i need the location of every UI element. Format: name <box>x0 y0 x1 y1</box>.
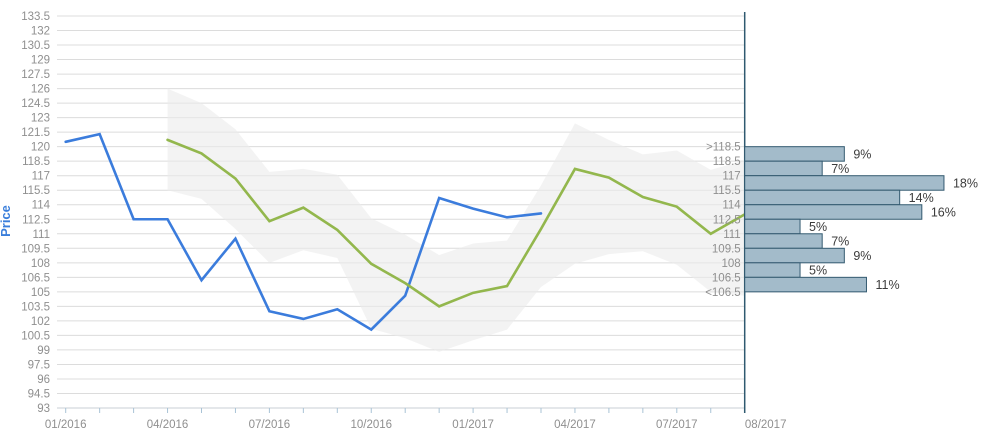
y-axis-tick-label: 108 <box>31 258 50 270</box>
probability-bars[interactable]: 9% 7% 18% 14%16% 5% 7% 9% 5% 11% <box>744 146 978 293</box>
y-axis-tick-label: 120 <box>31 142 50 154</box>
probability-bar-label: 5% <box>809 220 827 234</box>
price-bin-label: <106.5 <box>705 287 741 299</box>
x-axis: 01/2016 04/2016 07/2016 10/2016 01/2017 04/20… <box>45 408 787 431</box>
probability-bar-label: 9% <box>853 147 871 161</box>
y-axis-tick-label: 106.5 <box>21 272 50 284</box>
probability-bar-label: 18% <box>953 176 978 190</box>
probability-bar[interactable] <box>744 218 801 235</box>
price-bin-label: 109.5 <box>712 243 741 255</box>
y-axis-tick-label: 109.5 <box>21 243 50 255</box>
probability-bar[interactable] <box>744 262 801 278</box>
price-bin-label: >118.5 <box>706 142 741 154</box>
x-axis-tick-label: 07/2016 <box>249 419 291 431</box>
price-bin-label: 114 <box>722 200 741 212</box>
y-axis-tick-label: 114 <box>32 200 51 212</box>
probability-bar-label: 11% <box>875 278 899 292</box>
y-axis-tick-label: 103.5 <box>21 301 50 313</box>
y-axis-tick-label: 124.5 <box>21 98 50 110</box>
price-bin-label: 112.5 <box>713 214 741 226</box>
probability-bar-label: 7% <box>831 162 849 176</box>
probability-bar-label: 16% <box>931 206 956 220</box>
y-axis-tick-label: 111 <box>33 229 50 241</box>
y-axis-tick-label: 94.5 <box>28 388 50 400</box>
probability-bar[interactable] <box>744 247 845 264</box>
x-axis-tick-label: 01/2016 <box>45 419 87 431</box>
probability-bar[interactable] <box>744 175 945 191</box>
y-axis-tick-label: 130.5 <box>21 40 50 52</box>
price-bin-label: 117 <box>722 171 740 183</box>
estimate-price-line[interactable] <box>166 138 747 308</box>
y-axis-tick-label: 132 <box>31 26 50 38</box>
price-bin-labels: >118.5 118.5 117 115.5 114 112.5 111 109.5 108 10… <box>705 142 741 299</box>
y-axis-tick-label: 93 <box>37 403 50 415</box>
probability-bar[interactable] <box>744 233 823 249</box>
price-bin-label: 106.5 <box>712 272 741 284</box>
y-axis-tick-label: 117 <box>32 171 50 183</box>
x-axis-tick-label: 04/2017 <box>554 419 596 431</box>
y-axis-tick-label: 96 <box>37 374 50 386</box>
y-axis-tick-label: 102 <box>31 316 50 328</box>
y-axis-tick-label: 97.5 <box>28 359 50 371</box>
y-axis-tick-label: 115.5 <box>22 185 50 197</box>
probability-bar[interactable] <box>744 146 845 162</box>
y-axis-tick-label: 126 <box>31 84 50 96</box>
y-axis-tick-label: 112.5 <box>22 214 50 226</box>
forecast-date-label: 08/2017 <box>745 419 787 431</box>
x-axis-tick-label: 04/2016 <box>147 419 189 431</box>
probability-bar[interactable] <box>744 189 901 206</box>
price-bin-label: 115.5 <box>713 185 741 197</box>
y-axis-tick-label: 121.5 <box>21 127 50 139</box>
x-axis-tick-label: 10/2016 <box>350 419 392 431</box>
y-axis-tick-label: 127.5 <box>21 69 50 81</box>
price-bin-label: 118.5 <box>713 156 741 168</box>
probability-bar[interactable] <box>744 160 823 177</box>
y-axis-tick-label: 118.5 <box>22 156 50 168</box>
probability-bar-label: 7% <box>831 235 849 249</box>
price-series-lines[interactable] <box>64 132 747 332</box>
forecast-range-band <box>167 88 745 352</box>
y-axis-labels: 133.5 132 130.5 129 127.5 126 124.5 123 121.5 120… <box>21 11 50 415</box>
actual-price-line[interactable] <box>64 132 543 332</box>
price-bin-label: 108 <box>722 258 741 270</box>
probability-bar-label: 5% <box>809 264 827 278</box>
probability-bar-label: 14% <box>909 191 934 205</box>
price-bin-label: 111 <box>723 229 740 241</box>
probability-bar[interactable] <box>744 204 923 220</box>
forecast-range-area <box>167 88 745 352</box>
y-axis-tick-label: 123 <box>31 113 50 125</box>
probability-bar-label: 9% <box>853 249 871 263</box>
y-axis-tick-label: 129 <box>31 55 50 67</box>
y-axis-tick-label: 105 <box>31 287 50 299</box>
x-axis-tick-label: 07/2017 <box>656 419 698 431</box>
x-axis-tick-label: 01/2017 <box>452 419 494 431</box>
y-axis-tick-label: 133.5 <box>21 11 50 23</box>
y-axis-tick-label: 99 <box>37 345 50 357</box>
y-axis-tick-label: 100.5 <box>21 330 50 342</box>
y-axis-title: Price <box>0 205 13 237</box>
probability-bar[interactable] <box>744 276 867 293</box>
